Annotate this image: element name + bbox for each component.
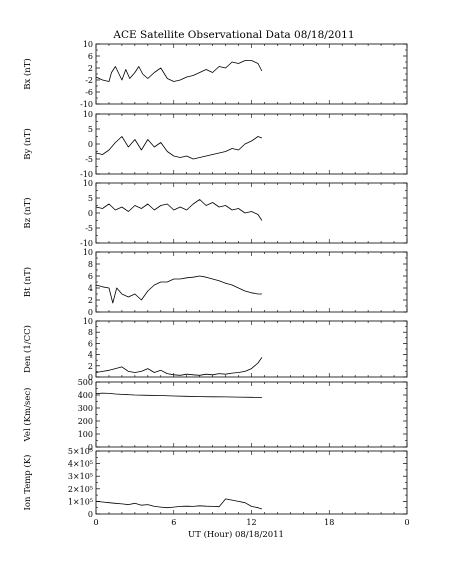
series-line — [95, 60, 263, 82]
y-tick-label: 10 — [83, 317, 93, 326]
y-tick-label: 8 — [88, 328, 93, 337]
series-line — [95, 199, 263, 221]
panel-5: 10 8 6 4 2 0 Den (1/CC) — [22, 317, 408, 382]
y-axis-label: Bx (nT) — [22, 58, 33, 90]
y-tick-label: 0 — [88, 373, 93, 382]
y-tick-label: -2 — [85, 76, 93, 85]
y-tick-label: -10 — [80, 170, 93, 179]
panel-frame — [95, 381, 408, 448]
y-axis-label: Bt (nT) — [22, 267, 33, 297]
y-tick-label: 4×10⁵ — [68, 460, 93, 469]
panel-7: 5×10⁵ 4×10⁵ 3×10⁵ 2×10⁵ 1×10⁵ 0 Ion Temp (K) — [22, 447, 408, 519]
y-axis-label: By (nT) — [22, 128, 33, 160]
panel-4: 10 8 6 4 2 0 Bt (nT) — [22, 248, 408, 317]
x-tick-label: 6 — [171, 518, 176, 527]
series-line — [95, 392, 262, 398]
y-tick-label: 3×10⁵ — [68, 472, 93, 481]
panels: 10 6 2 -2 -6 -10 Bx (nT) 10 5 0 -5 -10 By (nT) 10 5 0 -5… — [22, 40, 410, 527]
series-line — [95, 357, 263, 376]
y-tick-label: 5 — [88, 125, 93, 134]
y-tick-label: -10 — [80, 239, 93, 248]
panel-3: 10 5 0 -5 -10 Bz (nT) — [22, 179, 408, 248]
y-tick-label: 5 — [88, 194, 93, 203]
y-tick-label: 0 — [88, 443, 93, 452]
panel-frame — [95, 251, 408, 313]
y-tick-label: -5 — [85, 155, 93, 164]
y-tick-label: 10 — [83, 110, 93, 119]
y-tick-label: 0 — [88, 209, 93, 218]
y-tick-label: -5 — [85, 224, 93, 233]
y-tick-label: 10 — [83, 248, 93, 257]
y-tick-label: 300 — [78, 404, 93, 413]
y-tick-label: 8 — [88, 260, 93, 269]
x-tick-label: 18 — [324, 518, 334, 527]
y-tick-label: 200 — [78, 417, 93, 426]
series-line — [95, 136, 263, 160]
y-tick-label: 4 — [88, 351, 93, 360]
panel-2: 10 5 0 -5 -10 By (nT) — [22, 110, 408, 179]
y-tick-label: 400 — [78, 391, 93, 400]
x-axis-label: UT (Hour) 08/18/2011 — [188, 529, 284, 540]
y-tick-label: 500 — [78, 378, 93, 387]
y-tick-label: 10 — [83, 40, 93, 49]
series-line — [95, 498, 263, 510]
y-tick-label: 2 — [88, 296, 93, 305]
y-tick-label: 0 — [88, 308, 93, 317]
y-tick-label: -6 — [85, 88, 93, 97]
y-tick-label: 6 — [88, 339, 93, 348]
panel-frame — [95, 450, 408, 515]
x-tick-label: 0 — [404, 518, 409, 527]
y-tick-label: 2×10⁵ — [68, 485, 93, 494]
y-tick-label: 4 — [88, 284, 93, 293]
y-tick-label: 2 — [88, 64, 93, 73]
panel-1: 10 6 2 -2 -6 -10 Bx (nT) — [22, 40, 408, 109]
y-tick-label: 0 — [88, 140, 93, 149]
x-tick-label: 12 — [246, 518, 256, 527]
x-tick-label: 0 — [93, 518, 98, 527]
panel-frame — [95, 113, 408, 175]
panel-frame — [95, 182, 408, 244]
y-tick-label: 100 — [78, 430, 93, 439]
panel-6: 500 400 300 200 100 0 Vel (Km/sec) — [22, 378, 408, 452]
y-tick-label: 6 — [88, 272, 93, 281]
y-tick-label: 6 — [88, 52, 93, 61]
series-line — [95, 275, 262, 304]
y-tick-label: 5×10⁵ — [68, 447, 93, 456]
y-tick-label: 10 — [83, 179, 93, 188]
y-axis-label: Vel (Km/sec) — [22, 388, 33, 443]
y-tick-label: -10 — [80, 100, 93, 109]
y-tick-label: 1×10⁵ — [68, 497, 93, 506]
y-axis-label: Den (1/CC) — [22, 325, 33, 373]
y-tick-label: 2 — [88, 362, 93, 371]
chart-title: ACE Satellite Observational Data 08/18/2… — [112, 29, 354, 41]
y-tick-label: 0 — [88, 510, 93, 519]
y-axis-label: Bz (nT) — [22, 197, 33, 228]
y-axis-label: Ion Temp (K) — [22, 455, 33, 511]
